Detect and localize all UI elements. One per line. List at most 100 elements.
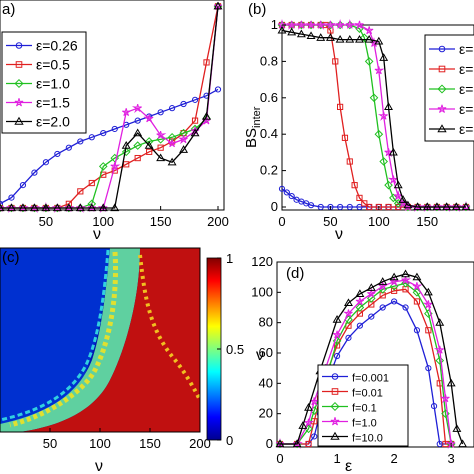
panel-3-legend-marker bbox=[330, 401, 340, 412]
panel-3-series-2-point bbox=[355, 303, 365, 312]
panel-1-series-1-point bbox=[341, 134, 349, 141]
panel-d-y-label: ν bbox=[256, 347, 264, 364]
panel-0-series-4-point bbox=[133, 128, 143, 137]
panel-3-series-4-point bbox=[435, 318, 445, 326]
panel-0-legend-marker bbox=[15, 42, 23, 49]
panel-a-x-label: ν bbox=[93, 226, 101, 243]
panel-0-series-4-point bbox=[179, 145, 189, 153]
panel-0-series-1-point bbox=[134, 154, 141, 162]
panel-1-series-1-point bbox=[366, 203, 373, 211]
panel-1-y-tick-label: 0.2 bbox=[260, 163, 278, 178]
panel-0-series-4-point bbox=[98, 203, 108, 212]
panel-3-series-0-point bbox=[345, 334, 352, 341]
panel-1-series-1-point bbox=[346, 158, 353, 165]
panel-1-series-1-point bbox=[356, 194, 363, 202]
panel-d-plot-area bbox=[275, 269, 468, 449]
panel-1-series-4-point bbox=[379, 53, 389, 61]
panel-0-series-3-point bbox=[87, 201, 96, 212]
panel-3-series-4-point bbox=[344, 298, 353, 307]
panel-0-series-3-point bbox=[177, 135, 188, 145]
panel-3-x-tick-label: 0 bbox=[276, 451, 283, 466]
panel-0-series-0-point bbox=[100, 130, 107, 137]
panel-0-series-1-point bbox=[123, 161, 130, 168]
panel-3-series-3-point bbox=[304, 418, 315, 428]
panel-0-series-0-point bbox=[111, 125, 118, 133]
panel-3-series-4-point bbox=[292, 439, 302, 448]
panel-1-series-3-point bbox=[285, 20, 296, 30]
panel-0-legend-marker bbox=[14, 78, 24, 89]
panel-3-series-3-point bbox=[292, 439, 303, 449]
panel-0-series-4-point bbox=[167, 157, 177, 166]
panel-1-series-4-point bbox=[403, 200, 413, 209]
panel-b-y-ticks: 0 0.2 0.4 0.6 0.8 1 bbox=[260, 17, 286, 214]
panel-1-series-3-point bbox=[363, 26, 374, 35]
panel-3-series-1-point bbox=[305, 440, 312, 448]
panel-1-series-3-point bbox=[452, 202, 463, 212]
panel-1-series-4-point bbox=[451, 202, 461, 211]
panel-2-x-tick-label: 100 bbox=[89, 436, 111, 451]
panel-1-series-2-point bbox=[379, 157, 388, 166]
panel-0-series-3-point bbox=[76, 203, 87, 213]
panel-3-series-2-point bbox=[332, 336, 342, 346]
panel-1-y-tick-label: 0 bbox=[271, 199, 278, 214]
panel-3-series-3-point bbox=[389, 277, 399, 287]
panel-1-legend-entry: ε= bbox=[459, 121, 473, 137]
panel-3-series-2-line bbox=[280, 282, 452, 445]
panel-0-legend-entry: ε=0.5 bbox=[36, 57, 70, 73]
panel-0-series-2-point bbox=[133, 141, 142, 150]
panel-3-legend-entry: f=0.1 bbox=[352, 403, 377, 415]
panel-1-series-3-point bbox=[374, 66, 385, 75]
panel-3-series-4-point bbox=[401, 269, 410, 278]
panel-0-series-4-point bbox=[41, 203, 51, 212]
panel-b-x-label: ν bbox=[335, 226, 343, 243]
panel-0-series-1-point bbox=[88, 179, 95, 187]
panel-1-series-4-point bbox=[277, 25, 287, 34]
panel-a-x-ticks: 50 100 150 200 bbox=[39, 206, 229, 229]
panel-3-y-tick-label: 100 bbox=[251, 284, 273, 299]
panel-1-x-tick-label: 0 bbox=[278, 214, 285, 229]
panel-1-series-4-point bbox=[432, 202, 442, 211]
panel-0-series-0-point bbox=[65, 144, 72, 151]
panel-0-series-0-point bbox=[42, 159, 49, 166]
panel-3-series-3-point bbox=[378, 280, 387, 290]
panel-1-series-4-point bbox=[355, 34, 364, 43]
panel-c-x-label: ν bbox=[95, 458, 103, 474]
panel-0-legend-marker bbox=[14, 98, 24, 107]
panel-1-series-4-point bbox=[306, 31, 316, 40]
panel-c-heatmap bbox=[0, 248, 200, 432]
panel-1-x-tick-label: 150 bbox=[416, 214, 438, 229]
panel-3-x-tick-label: 1 bbox=[333, 451, 340, 466]
panel-0-series-0-point bbox=[0, 200, 4, 207]
panel-0-series-1-point bbox=[146, 148, 153, 155]
panel-3-series-4-point bbox=[298, 421, 308, 429]
panel-0-series-4-point bbox=[121, 141, 131, 149]
panel-1-series-0-point bbox=[283, 189, 290, 196]
panel-3-y-tick-label: 0 bbox=[266, 436, 273, 451]
panel-1-legend-entry: ε= bbox=[459, 61, 473, 77]
panel-2-x-tick-label: 150 bbox=[139, 436, 161, 451]
panel-3-legend-entry: f=0.001 bbox=[352, 373, 389, 385]
panel-1-series-2-point bbox=[360, 33, 369, 43]
panel-0-series-4-point bbox=[110, 203, 120, 212]
panel-1-series-4-point bbox=[461, 202, 471, 211]
panel-1-legend-marker bbox=[437, 104, 447, 113]
panel-0-series-0-point bbox=[157, 109, 164, 116]
panel-0-series-0-point bbox=[31, 169, 38, 176]
panel-1-series-0-point bbox=[317, 203, 324, 211]
panel-1-series-3-point bbox=[384, 148, 395, 158]
panel-b-label: (b) bbox=[248, 1, 266, 18]
panel-3-series-4-point bbox=[446, 378, 456, 387]
panel-1-series-0-point bbox=[356, 203, 363, 211]
panel-0-series-3-point bbox=[51, 203, 62, 213]
panel-b-y-label-sub: inter bbox=[251, 106, 263, 128]
panel-1-series-1-point bbox=[351, 182, 358, 189]
panel-3-x-tick-label: 2 bbox=[391, 451, 398, 466]
panel-c: 50 100 150 200 (c) ν 00.51 bbox=[0, 247, 244, 474]
panel-1-legend-entry: ε= bbox=[459, 81, 473, 97]
colorbar-tick-label: 1 bbox=[226, 251, 233, 266]
panel-1-series-4-point bbox=[442, 202, 452, 211]
panel-0-series-2-point bbox=[121, 147, 131, 157]
panel-3-series-3-point bbox=[412, 282, 423, 290]
panel-c-x-ticks: 50 100 150 200 bbox=[43, 428, 211, 451]
panel-1-series-3-point bbox=[387, 175, 398, 185]
